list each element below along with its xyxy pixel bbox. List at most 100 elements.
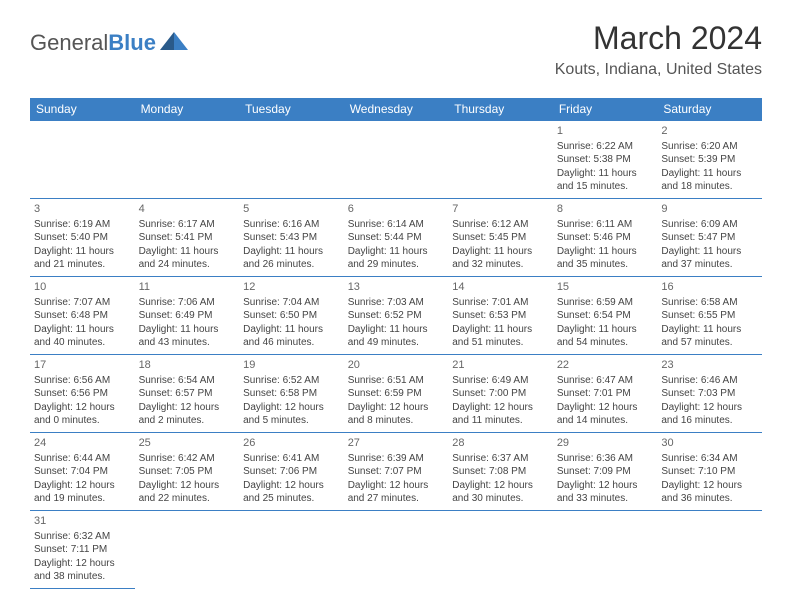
day-number: 23 bbox=[661, 358, 758, 373]
cell-line: and 27 minutes. bbox=[348, 492, 445, 506]
calendar-cell bbox=[135, 121, 240, 199]
cell-line: Daylight: 11 hours bbox=[557, 167, 654, 181]
calendar-cell: 11Sunrise: 7:06 AMSunset: 6:49 PMDayligh… bbox=[135, 277, 240, 355]
cell-line: Sunrise: 6:39 AM bbox=[348, 452, 445, 466]
cell-line: Sunset: 6:53 PM bbox=[452, 309, 549, 323]
cell-line: and 49 minutes. bbox=[348, 336, 445, 350]
day-header: Wednesday bbox=[344, 98, 449, 121]
day-number: 22 bbox=[557, 358, 654, 373]
day-number: 24 bbox=[34, 436, 131, 451]
cell-line: Sunset: 5:43 PM bbox=[243, 231, 340, 245]
cell-line: Daylight: 11 hours bbox=[452, 323, 549, 337]
cell-line: Sunset: 7:11 PM bbox=[34, 543, 131, 557]
calendar-cell: 16Sunrise: 6:58 AMSunset: 6:55 PMDayligh… bbox=[657, 277, 762, 355]
cell-line: Daylight: 12 hours bbox=[557, 401, 654, 415]
day-number: 19 bbox=[243, 358, 340, 373]
day-number: 30 bbox=[661, 436, 758, 451]
calendar-cell: 14Sunrise: 7:01 AMSunset: 6:53 PMDayligh… bbox=[448, 277, 553, 355]
cell-line: Daylight: 11 hours bbox=[348, 245, 445, 259]
cell-line: Daylight: 11 hours bbox=[243, 245, 340, 259]
day-number: 16 bbox=[661, 280, 758, 295]
cell-line: Sunset: 7:08 PM bbox=[452, 465, 549, 479]
cell-line: Sunset: 5:40 PM bbox=[34, 231, 131, 245]
day-number: 18 bbox=[139, 358, 236, 373]
cell-line: and 2 minutes. bbox=[139, 414, 236, 428]
cell-line: Sunrise: 6:37 AM bbox=[452, 452, 549, 466]
calendar-row: 3Sunrise: 6:19 AMSunset: 5:40 PMDaylight… bbox=[30, 199, 762, 277]
cell-line: and 24 minutes. bbox=[139, 258, 236, 272]
cell-line: Sunrise: 6:59 AM bbox=[557, 296, 654, 310]
cell-line: and 32 minutes. bbox=[452, 258, 549, 272]
cell-line: Sunset: 7:06 PM bbox=[243, 465, 340, 479]
cell-line: Daylight: 12 hours bbox=[243, 479, 340, 493]
cell-line: Daylight: 12 hours bbox=[661, 401, 758, 415]
calendar-cell: 7Sunrise: 6:12 AMSunset: 5:45 PMDaylight… bbox=[448, 199, 553, 277]
cell-line: and 33 minutes. bbox=[557, 492, 654, 506]
day-number: 7 bbox=[452, 202, 549, 217]
calendar-cell: 13Sunrise: 7:03 AMSunset: 6:52 PMDayligh… bbox=[344, 277, 449, 355]
cell-line: Daylight: 11 hours bbox=[139, 323, 236, 337]
day-header: Tuesday bbox=[239, 98, 344, 121]
cell-line: and 14 minutes. bbox=[557, 414, 654, 428]
day-number: 31 bbox=[34, 514, 131, 529]
day-header: Saturday bbox=[657, 98, 762, 121]
day-number: 26 bbox=[243, 436, 340, 451]
cell-line: and 8 minutes. bbox=[348, 414, 445, 428]
cell-line: Sunrise: 6:52 AM bbox=[243, 374, 340, 388]
calendar-cell: 9Sunrise: 6:09 AMSunset: 5:47 PMDaylight… bbox=[657, 199, 762, 277]
logo-icon bbox=[160, 32, 188, 55]
calendar-cell: 24Sunrise: 6:44 AMSunset: 7:04 PMDayligh… bbox=[30, 433, 135, 511]
cell-line: Sunrise: 6:47 AM bbox=[557, 374, 654, 388]
cell-line: Sunrise: 6:17 AM bbox=[139, 218, 236, 232]
calendar-cell: 15Sunrise: 6:59 AMSunset: 6:54 PMDayligh… bbox=[553, 277, 658, 355]
cell-line: Sunrise: 6:11 AM bbox=[557, 218, 654, 232]
cell-line: Daylight: 11 hours bbox=[139, 245, 236, 259]
cell-line: Sunrise: 6:49 AM bbox=[452, 374, 549, 388]
cell-line: and 11 minutes. bbox=[452, 414, 549, 428]
cell-line: Sunset: 6:52 PM bbox=[348, 309, 445, 323]
day-number: 17 bbox=[34, 358, 131, 373]
cell-line: Daylight: 11 hours bbox=[661, 245, 758, 259]
cell-line: and 57 minutes. bbox=[661, 336, 758, 350]
day-number: 9 bbox=[661, 202, 758, 217]
day-number: 13 bbox=[348, 280, 445, 295]
day-number: 10 bbox=[34, 280, 131, 295]
calendar-cell bbox=[239, 121, 344, 199]
calendar-cell bbox=[344, 121, 449, 199]
calendar-row: 10Sunrise: 7:07 AMSunset: 6:48 PMDayligh… bbox=[30, 277, 762, 355]
day-number: 28 bbox=[452, 436, 549, 451]
day-number: 12 bbox=[243, 280, 340, 295]
calendar-cell bbox=[448, 511, 553, 589]
header: GeneralBlue March 2024 Kouts, Indiana, U… bbox=[30, 20, 762, 90]
day-number: 15 bbox=[557, 280, 654, 295]
cell-line: Sunset: 5:38 PM bbox=[557, 153, 654, 167]
day-number: 5 bbox=[243, 202, 340, 217]
calendar-row: 24Sunrise: 6:44 AMSunset: 7:04 PMDayligh… bbox=[30, 433, 762, 511]
cell-line: Daylight: 12 hours bbox=[348, 401, 445, 415]
calendar-cell: 12Sunrise: 7:04 AMSunset: 6:50 PMDayligh… bbox=[239, 277, 344, 355]
cell-line: Sunrise: 6:09 AM bbox=[661, 218, 758, 232]
logo-text-2: Blue bbox=[108, 30, 156, 56]
cell-line: Sunrise: 6:46 AM bbox=[661, 374, 758, 388]
day-number: 29 bbox=[557, 436, 654, 451]
cell-line: Sunrise: 6:42 AM bbox=[139, 452, 236, 466]
cell-line: Sunset: 7:07 PM bbox=[348, 465, 445, 479]
cell-line: Sunrise: 7:03 AM bbox=[348, 296, 445, 310]
cell-line: Sunset: 5:41 PM bbox=[139, 231, 236, 245]
cell-line: Sunset: 6:55 PM bbox=[661, 309, 758, 323]
cell-line: Sunrise: 6:41 AM bbox=[243, 452, 340, 466]
cell-line: Daylight: 11 hours bbox=[34, 323, 131, 337]
cell-line: Sunset: 7:10 PM bbox=[661, 465, 758, 479]
calendar-cell: 8Sunrise: 6:11 AMSunset: 5:46 PMDaylight… bbox=[553, 199, 658, 277]
calendar-cell: 26Sunrise: 6:41 AMSunset: 7:06 PMDayligh… bbox=[239, 433, 344, 511]
calendar-cell: 18Sunrise: 6:54 AMSunset: 6:57 PMDayligh… bbox=[135, 355, 240, 433]
cell-line: Sunset: 5:39 PM bbox=[661, 153, 758, 167]
cell-line: Daylight: 12 hours bbox=[34, 479, 131, 493]
title-block: March 2024 Kouts, Indiana, United States bbox=[555, 20, 762, 79]
cell-line: and 51 minutes. bbox=[452, 336, 549, 350]
logo-text-1: General bbox=[30, 30, 108, 56]
cell-line: and 36 minutes. bbox=[661, 492, 758, 506]
day-number: 8 bbox=[557, 202, 654, 217]
cell-line: Sunset: 6:48 PM bbox=[34, 309, 131, 323]
calendar-cell: 3Sunrise: 6:19 AMSunset: 5:40 PMDaylight… bbox=[30, 199, 135, 277]
